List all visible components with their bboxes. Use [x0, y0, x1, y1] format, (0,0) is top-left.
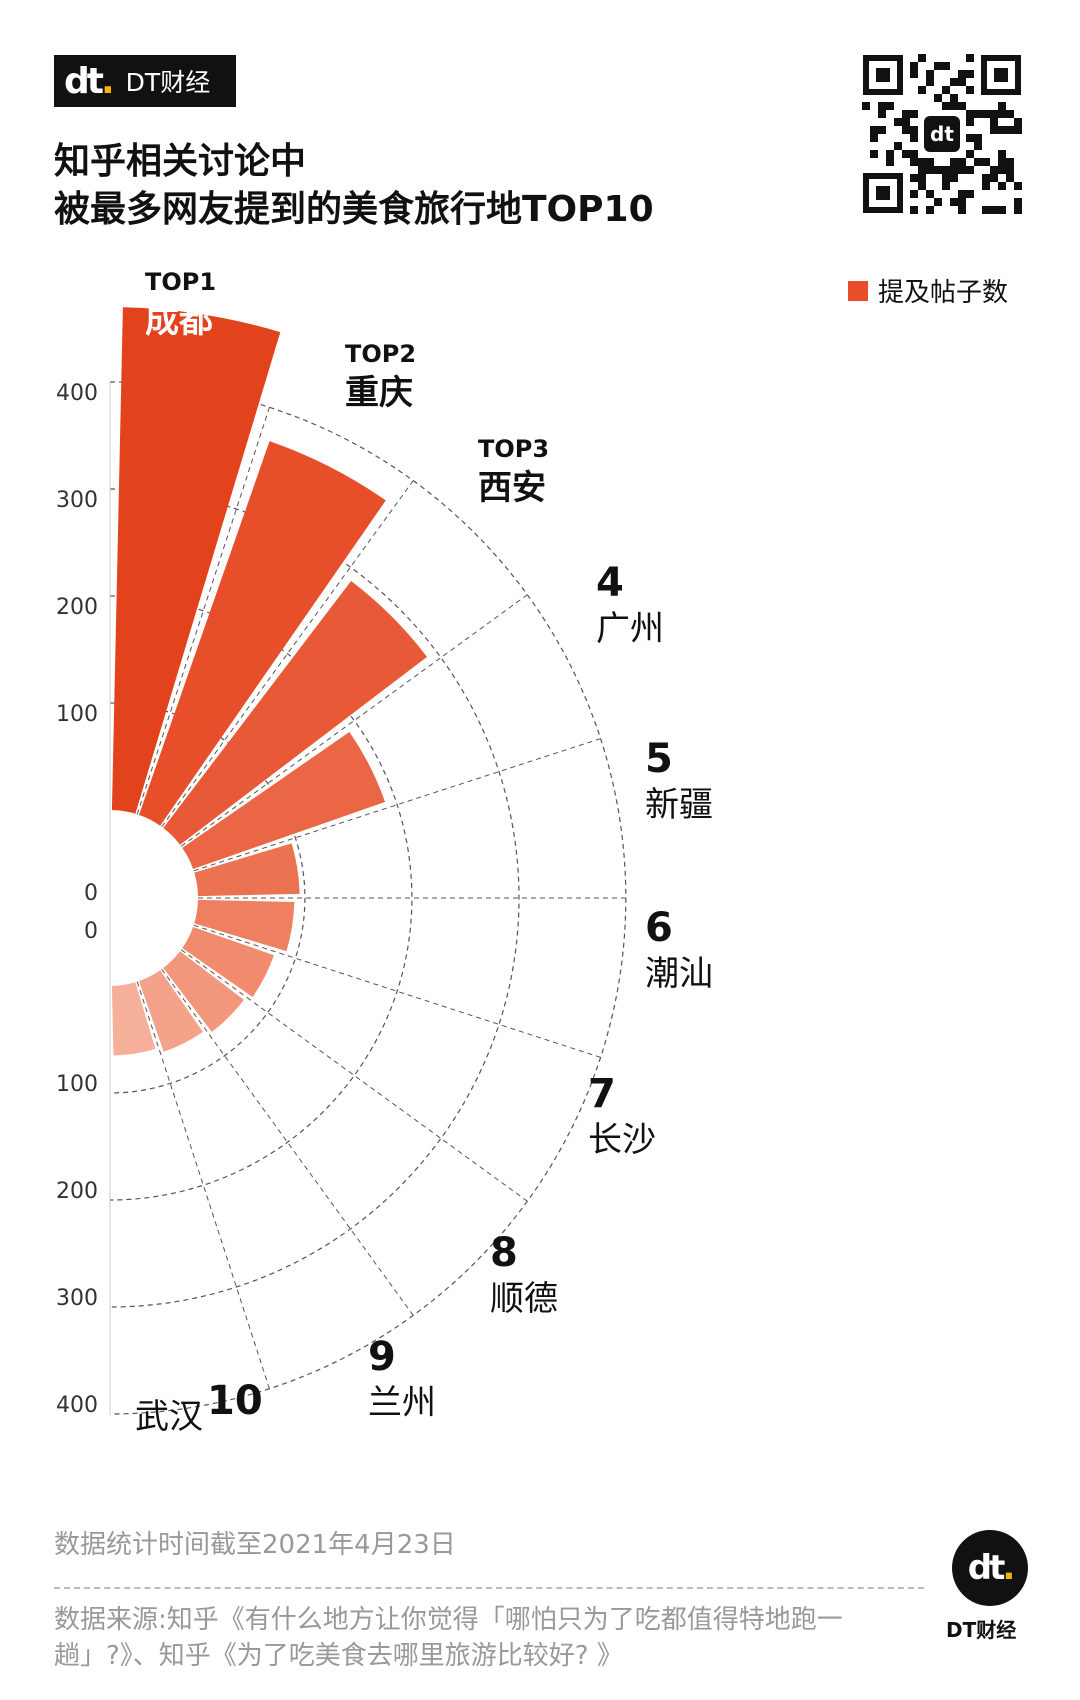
rank-label-2: TOP2 [345, 340, 416, 368]
tick-upper-0: 400 [56, 381, 98, 406]
category-label-4: 广州 [596, 609, 664, 649]
data-date-note: 数据统计时间截至2021年4月23日 [54, 1530, 456, 1560]
bar-3 [163, 580, 428, 845]
bar-8 [163, 951, 244, 1032]
chart-category-labels: TOP1 成都 TOP2 重庆 TOP3 西安 4广州 5新疆 6潮汕 7长沙 8顺德 9兰州 武汉 10 [135, 268, 713, 1437]
category-label-3: 西安 [478, 468, 546, 508]
category-label-1: 成都 [145, 301, 213, 341]
rank-label-4: 4 [596, 560, 624, 606]
rank-label-1: TOP1 [145, 268, 216, 296]
chart-bars [111, 307, 428, 1056]
tick-upper-4: 0 [84, 881, 98, 906]
rank-label-8: 8 [490, 1230, 518, 1276]
chart-title-line-2: 被最多网友提到的美食旅行地TOP10 [54, 189, 654, 230]
footer-logo-icon: dt. [952, 1530, 1028, 1606]
category-label-6: 潮汕 [645, 954, 713, 994]
footer-divider [54, 1587, 924, 1589]
bar-6 [194, 899, 295, 952]
bar-4 [182, 731, 386, 869]
tick-lower-0: 0 [84, 919, 98, 944]
bar-2 [139, 441, 386, 826]
legend-swatch [848, 280, 868, 301]
grid-spoke-9 [136, 981, 270, 1389]
data-source-note: 数据来源:知乎《有什么地方让你觉得「哪怕只为了吃都值得特地跑一趟」?》、知乎《为… [54, 1605, 843, 1671]
chart-axis-ticks: 400 300 200 100 0 0 100 200 300 400 [56, 381, 98, 1418]
brand-logo-icon: dt. [64, 60, 115, 102]
rank-label-3: TOP3 [478, 435, 549, 463]
rank-label-6: 6 [645, 905, 673, 951]
bar-7 [182, 927, 274, 997]
brand-name: DT财经 [125, 68, 211, 97]
grid-spoke-7 [180, 949, 528, 1202]
category-label-10: 武汉 [135, 1397, 203, 1437]
bar-10 [111, 982, 156, 1056]
svg-text:dt: dt [930, 122, 954, 146]
chart-title: 知乎相关讨论中 被最多网友提到的美食旅行地TOP10 [54, 138, 654, 234]
legend-label: 提及帖子数 [878, 278, 1009, 308]
tick-lower-4: 400 [56, 1393, 98, 1418]
category-label-7: 长沙 [588, 1120, 656, 1160]
tick-lower-3: 300 [56, 1286, 98, 1311]
category-label-8: 顺德 [490, 1279, 558, 1319]
qr-code-icon: dt [862, 54, 1022, 214]
footer-logo-caption: DT财经 [946, 1618, 1017, 1642]
chart-title-line-1: 知乎相关讨论中 [54, 141, 307, 182]
category-label-2: 重庆 [345, 373, 413, 413]
chart-legend: 提及帖子数 [848, 272, 1008, 309]
rank-label-9: 9 [368, 1334, 396, 1380]
tick-upper-1: 300 [56, 488, 98, 513]
tick-upper-3: 100 [56, 702, 98, 727]
bar-1 [111, 307, 281, 814]
tick-upper-2: 200 [56, 595, 98, 620]
rank-label-7: 7 [588, 1071, 616, 1117]
category-label-5: 新疆 [645, 785, 713, 825]
bar-5 [194, 843, 300, 897]
grid-ring-3 [109, 488, 520, 1308]
rank-label-10: 10 [207, 1378, 263, 1424]
rank-label-5: 5 [645, 736, 673, 782]
bar-9 [139, 970, 203, 1052]
tick-lower-2: 200 [56, 1179, 98, 1204]
category-label-9: 兰州 [368, 1383, 436, 1423]
tick-lower-1: 100 [56, 1072, 98, 1097]
brand-badge: dt. DT财经 [54, 55, 236, 107]
